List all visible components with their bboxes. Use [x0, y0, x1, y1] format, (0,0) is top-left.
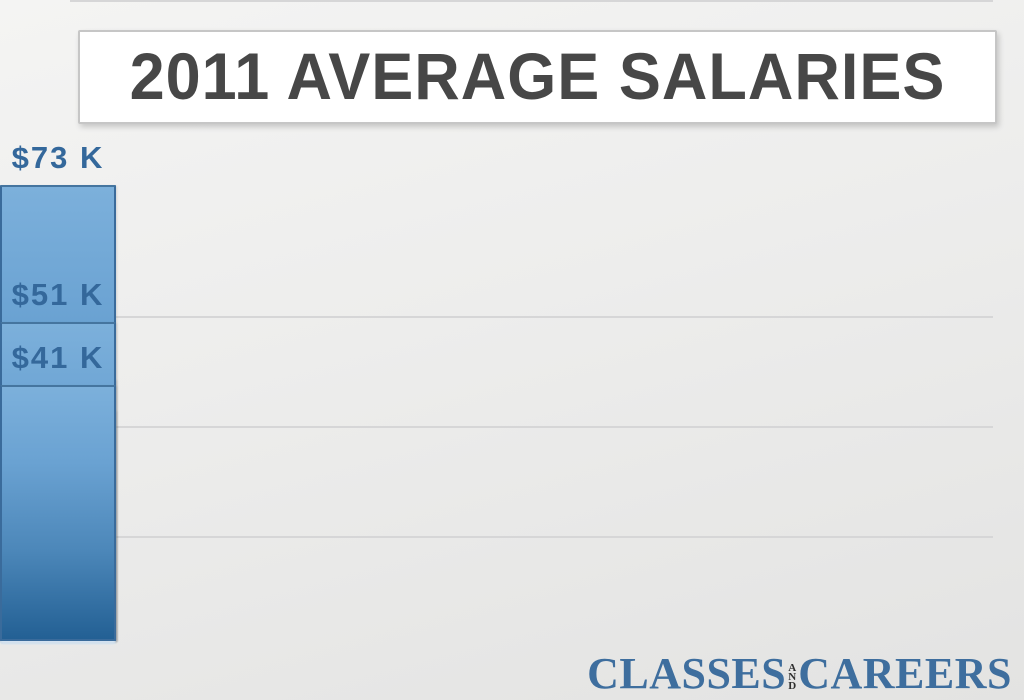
- chart-title-box: 2011 AVERAGE SALARIES: [78, 30, 997, 124]
- gridline: [70, 536, 993, 538]
- chart-title: 2011 AVERAGE SALARIES: [129, 40, 946, 114]
- gridline: [70, 426, 993, 428]
- logo-and-stack: A N D: [788, 661, 797, 692]
- value-label: $51 K: [11, 277, 105, 313]
- logo-word-careers: CAREERS: [798, 649, 1012, 698]
- value-label: $41 K: [11, 339, 105, 375]
- gridline: [70, 316, 993, 318]
- value-label: $73 K: [11, 139, 105, 175]
- logo-word-classes: CLASSES: [587, 649, 787, 698]
- gridline: [70, 0, 993, 2]
- classes-and-careers-logo: CLASSES A N D CAREERS: [587, 652, 1012, 696]
- bar-cad-draftsperson: [0, 384, 116, 641]
